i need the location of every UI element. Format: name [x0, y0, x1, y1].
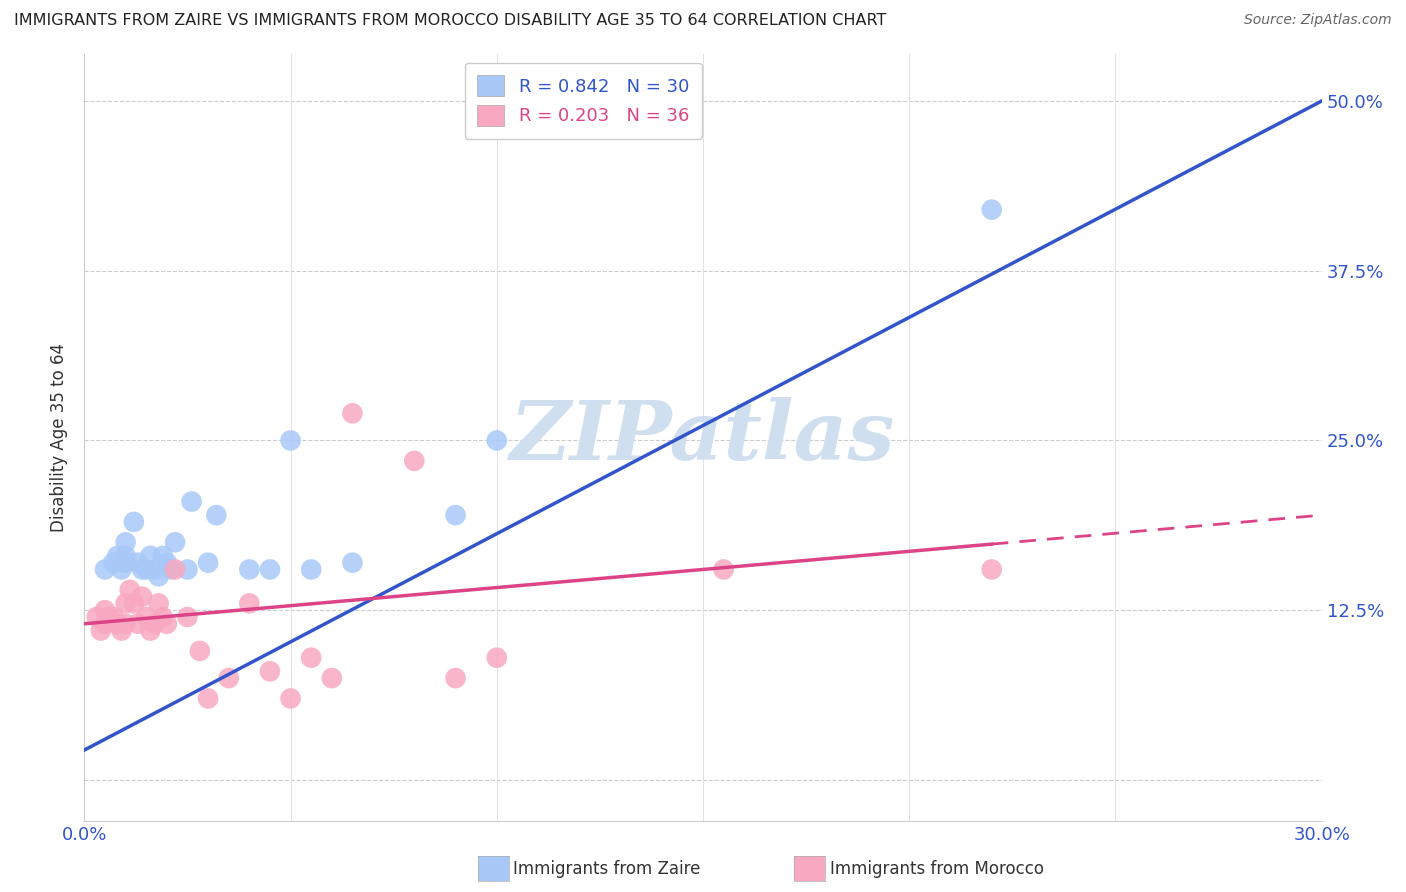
Legend: R = 0.842   N = 30, R = 0.203   N = 36: R = 0.842 N = 30, R = 0.203 N = 36 [464, 62, 702, 138]
Point [143, 616, 166, 631]
Point [238, 562, 260, 576]
Point [114, 549, 136, 563]
Point [218, 671, 240, 685]
Point [197, 556, 219, 570]
Point [165, 535, 187, 549]
Point [103, 556, 125, 570]
Point [238, 596, 260, 610]
Point [90, 624, 112, 638]
Point [180, 494, 202, 508]
Point [143, 562, 166, 576]
Point [94, 562, 117, 576]
Point [131, 590, 153, 604]
Point [127, 556, 149, 570]
Point [188, 644, 211, 658]
Point [94, 603, 117, 617]
Point [259, 665, 281, 679]
Text: IMMIGRANTS FROM ZAIRE VS IMMIGRANTS FROM MOROCCO DISABILITY AGE 35 TO 64 CORRELA: IMMIGRANTS FROM ZAIRE VS IMMIGRANTS FROM… [14, 13, 886, 29]
Point [299, 562, 322, 576]
Point [114, 556, 136, 570]
Point [114, 616, 136, 631]
Point [152, 610, 174, 624]
Point [148, 596, 170, 610]
Point [980, 562, 1002, 576]
Point [280, 691, 302, 706]
Point [980, 202, 1002, 217]
Point [205, 508, 228, 523]
Point [156, 556, 179, 570]
Y-axis label: Disability Age 35 to 64: Disability Age 35 to 64 [51, 343, 69, 532]
Point [404, 454, 426, 468]
Point [713, 562, 735, 576]
Point [160, 562, 183, 576]
Point [105, 549, 128, 563]
Text: Source: ZipAtlas.com: Source: ZipAtlas.com [1244, 13, 1392, 28]
Point [131, 562, 153, 576]
Text: Immigrants from Zaire: Immigrants from Zaire [513, 860, 700, 878]
Point [118, 582, 141, 597]
Point [342, 556, 364, 570]
Point [165, 562, 187, 576]
Point [342, 406, 364, 420]
Text: Immigrants from Morocco: Immigrants from Morocco [830, 860, 1043, 878]
Point [197, 691, 219, 706]
Point [176, 610, 198, 624]
Point [299, 650, 322, 665]
Point [156, 616, 179, 631]
Point [103, 610, 125, 624]
Text: ZIPatlas: ZIPatlas [510, 397, 896, 477]
Point [485, 434, 508, 448]
Point [94, 616, 117, 631]
Point [114, 535, 136, 549]
Point [127, 616, 149, 631]
Point [110, 624, 132, 638]
Point [321, 671, 343, 685]
Point [259, 562, 281, 576]
Point [86, 610, 108, 624]
Point [148, 569, 170, 583]
Point [98, 610, 121, 624]
Point [152, 549, 174, 563]
Point [135, 562, 157, 576]
Point [114, 596, 136, 610]
Point [110, 562, 132, 576]
Point [176, 562, 198, 576]
Point [122, 596, 145, 610]
Point [444, 671, 467, 685]
Point [135, 610, 157, 624]
Point [105, 616, 128, 631]
Point [444, 508, 467, 523]
Point [139, 549, 162, 563]
Point [122, 515, 145, 529]
Point [139, 624, 162, 638]
Point [485, 650, 508, 665]
Point [280, 434, 302, 448]
